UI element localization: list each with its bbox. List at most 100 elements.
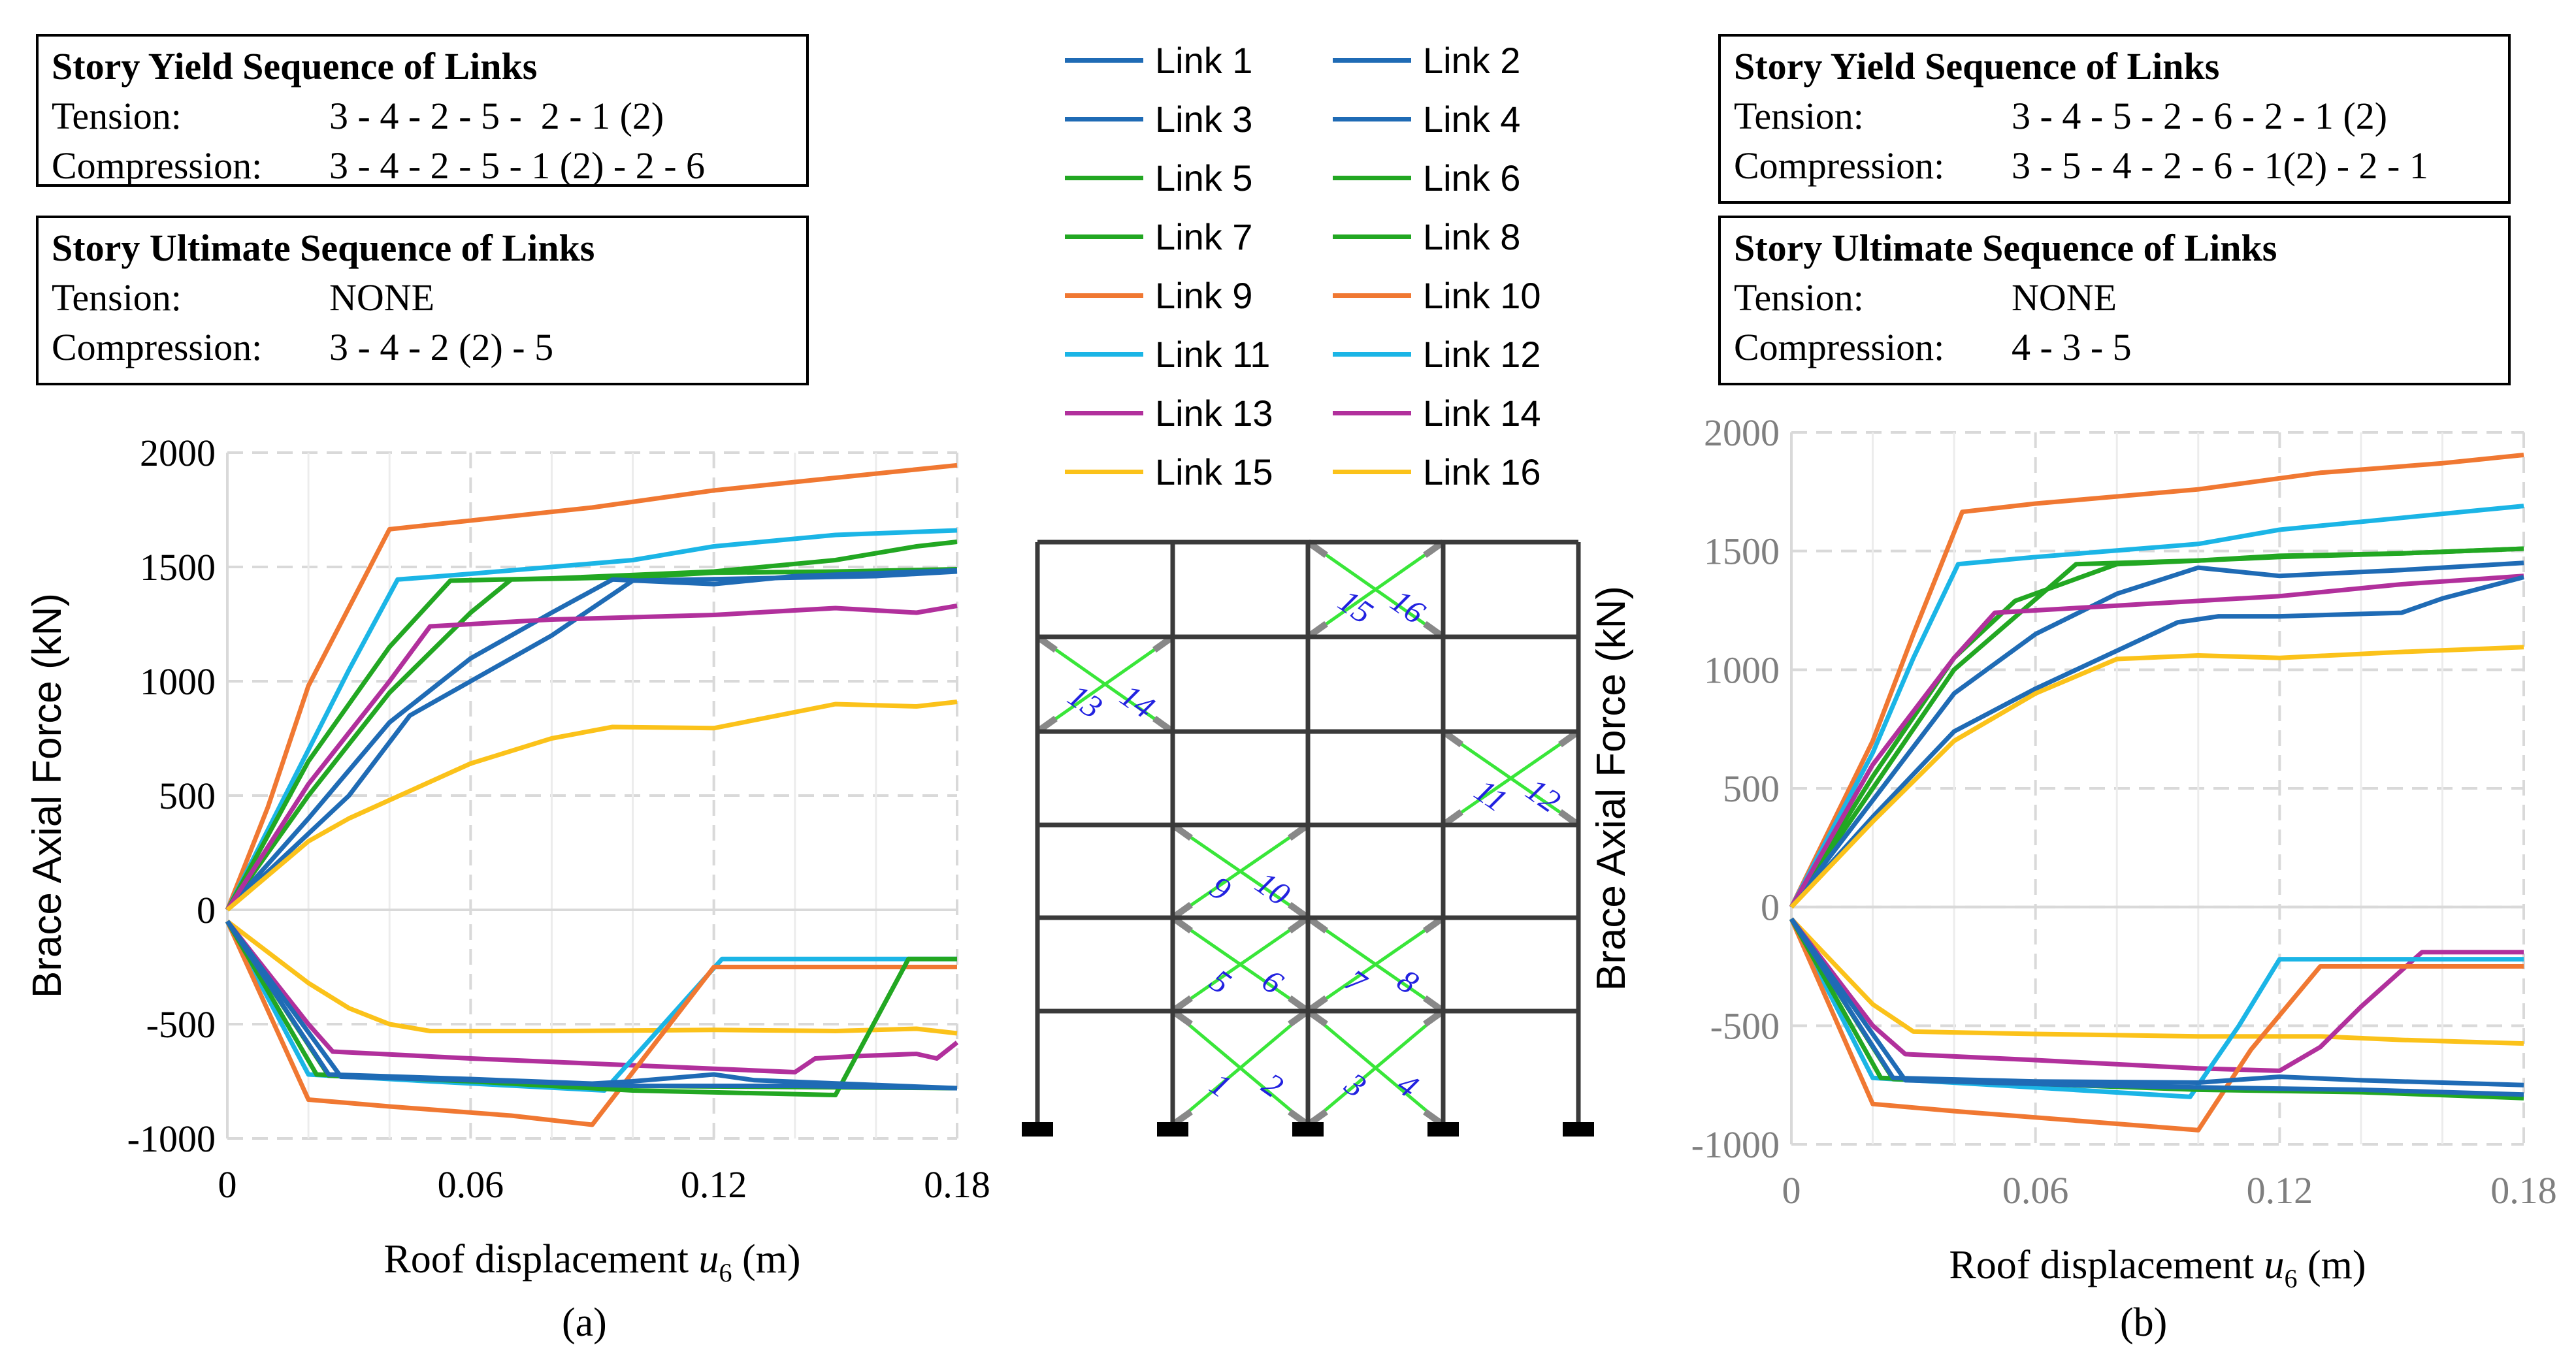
- legend-item: Link 7: [1065, 216, 1252, 258]
- legend-item: Link 4: [1333, 98, 1520, 140]
- legend-item: Link 12: [1333, 333, 1541, 376]
- legend-swatch: [1333, 58, 1411, 63]
- ultimate-box-title: Story Ultimate Sequence of Links: [52, 227, 595, 269]
- tension-label: Tension:: [52, 276, 182, 319]
- compression-label: Compression:: [52, 144, 263, 187]
- x-tick-label: 0.06: [438, 1163, 504, 1206]
- brace-line: [1307, 916, 1444, 1013]
- y-tick-label: 500: [159, 775, 216, 817]
- y-axis-label: Brace Axial Force (kN): [1589, 586, 1634, 991]
- y-tick-label: 2000: [140, 432, 216, 474]
- y-tick-label: 1000: [1704, 649, 1780, 691]
- series-line-link-11: [1789, 504, 2524, 909]
- legend-swatch: [1065, 352, 1143, 357]
- fixed-support: [1157, 1122, 1188, 1137]
- legend-label: Link 15: [1155, 451, 1273, 492]
- y-axis-label: Brace Axial Force (kN): [25, 593, 70, 998]
- y-tick-label: 2000: [1704, 411, 1780, 454]
- legend-swatch: [1065, 234, 1143, 239]
- brace-line: [1442, 730, 1580, 827]
- legend-label: Link 1: [1155, 40, 1253, 81]
- x-tick-label: 0.18: [924, 1163, 990, 1206]
- panel-a-yield-box: Story Yield Sequence of Links Tension: 3 …: [36, 34, 809, 187]
- legend-label: Link 3: [1155, 99, 1253, 140]
- legend-swatch: [1065, 411, 1143, 415]
- series-line-link-10: [225, 920, 957, 1127]
- legend-item: Link 8: [1333, 216, 1520, 258]
- legend-label: Link 14: [1423, 393, 1541, 434]
- series-line-link-6: [1789, 917, 2524, 1099]
- series-line-link-13: [225, 604, 958, 911]
- legend-item: Link 1: [1065, 39, 1252, 82]
- series-line-link-9: [225, 462, 958, 911]
- compression-value: 3 - 5 - 4 - 2 - 6 - 1(2) - 2 - 1: [2012, 144, 2428, 187]
- y-tick-label: -500: [146, 1003, 216, 1046]
- legend-label: Link 13: [1155, 393, 1273, 434]
- legend-item: Link 9: [1065, 274, 1252, 317]
- tension-label: Tension:: [52, 95, 182, 137]
- legend-label: Link 9: [1155, 275, 1253, 316]
- x-axis-label: Roof displacement u6 (m): [383, 1237, 800, 1287]
- series-line-link-3: [1789, 560, 2524, 909]
- y-tick-label: -1000: [127, 1118, 216, 1160]
- legend-swatch: [1333, 470, 1411, 474]
- series-line-link-14: [225, 920, 959, 1074]
- legend-swatch: [1065, 293, 1143, 298]
- legend-item: Link 15: [1065, 451, 1273, 493]
- y-tick-label: -1000: [1691, 1123, 1780, 1166]
- legend-label: Link 7: [1155, 216, 1253, 257]
- y-tick-label: 1000: [140, 660, 216, 703]
- legend-label: Link 8: [1423, 216, 1521, 257]
- panel-b-yield-box: Story Yield Sequence of Links Tension: 3 …: [1718, 34, 2511, 204]
- yield-box-title: Story Yield Sequence of Links: [1734, 45, 2220, 88]
- series-line-link-7: [225, 540, 958, 911]
- legend-swatch: [1065, 117, 1143, 121]
- legend-swatch: [1065, 470, 1143, 474]
- brace-label: 7: [1339, 961, 1374, 1001]
- legend-swatch: [1065, 176, 1143, 180]
- series-line-link-9: [1789, 453, 2524, 909]
- fixed-support: [1427, 1122, 1459, 1137]
- x-tick-label: 0.06: [2002, 1169, 2069, 1212]
- series-line-link-13: [1789, 573, 2524, 909]
- tension-label: Tension:: [1734, 95, 1864, 137]
- x-tick-label: 0.12: [2247, 1169, 2313, 1212]
- y-tick-label: 500: [1723, 767, 1780, 810]
- legend-swatch: [1333, 234, 1411, 239]
- tension-value: 3 - 4 - 5 - 2 - 6 - 2 - 1 (2): [2012, 95, 2388, 137]
- legend-item: Link 2: [1333, 39, 1520, 82]
- legend-label: Link 10: [1423, 275, 1541, 316]
- x-axis-label: Roof displacement u6 (m): [1949, 1243, 2366, 1293]
- series-line-link-1: [1789, 575, 2524, 909]
- series-line-link-14: [1789, 917, 2524, 1073]
- legend-label: Link 12: [1423, 334, 1541, 375]
- legend-item: Link 11: [1065, 333, 1270, 376]
- y-tick-label: 0: [1761, 886, 1780, 929]
- legend-label: Link 11: [1155, 334, 1271, 375]
- series-line-link-16: [1789, 917, 2524, 1046]
- legend-swatch: [1065, 58, 1143, 63]
- legend-swatch: [1333, 352, 1411, 357]
- panel-a-ultimate-box: Story Ultimate Sequence of Links Tension…: [36, 216, 809, 385]
- legend-item: Link 10: [1333, 274, 1541, 317]
- y-tick-label: 0: [197, 889, 216, 931]
- legend-item: Link 13: [1065, 392, 1273, 434]
- series-line-link-5: [225, 567, 958, 912]
- series-line-link-10: [1789, 918, 2524, 1133]
- panel-label-b: (b): [2120, 1300, 2168, 1345]
- fixed-support: [1563, 1122, 1594, 1137]
- brace-label: 9: [1203, 869, 1238, 908]
- compression-label: Compression:: [1734, 144, 1945, 187]
- brace-label: 1: [1203, 1065, 1238, 1105]
- brace-line: [1171, 916, 1309, 1013]
- legend: Link 1 Link 2 Link 3 Link 4 Link 5 Link 6 Link…: [1065, 39, 1653, 516]
- x-tick-label: 0.12: [681, 1163, 747, 1206]
- compression-value: 3 - 4 - 2 (2) - 5: [329, 326, 554, 368]
- brace-line: [1307, 1010, 1444, 1126]
- x-tick-label: 0.18: [2490, 1169, 2557, 1212]
- legend-item: Link 5: [1065, 157, 1252, 199]
- series-line-link-3: [225, 568, 958, 912]
- brace-line: [1307, 540, 1444, 639]
- series-line-link-15: [1789, 645, 2524, 909]
